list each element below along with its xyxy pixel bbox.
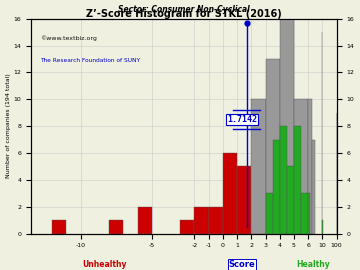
Text: Healthy: Healthy xyxy=(296,260,330,269)
Bar xyxy=(237,166,251,234)
Bar xyxy=(209,207,223,234)
Bar xyxy=(266,59,280,234)
Bar xyxy=(223,153,237,234)
Bar xyxy=(138,207,152,234)
Bar xyxy=(280,19,294,234)
Title: Z’-Score Histogram for STKL (2016): Z’-Score Histogram for STKL (2016) xyxy=(86,9,282,19)
Bar xyxy=(308,99,312,234)
Bar xyxy=(180,220,194,234)
Text: Sector: Consumer Non-Cyclical: Sector: Consumer Non-Cyclical xyxy=(118,5,250,14)
Bar xyxy=(109,220,123,234)
Text: Score: Score xyxy=(229,260,255,269)
Bar xyxy=(287,166,294,234)
Bar xyxy=(308,193,310,234)
Bar xyxy=(294,99,308,234)
Bar xyxy=(280,126,287,234)
Text: ©www.textbiz.org: ©www.textbiz.org xyxy=(40,36,97,41)
Bar xyxy=(273,140,280,234)
Y-axis label: Number of companies (194 total): Number of companies (194 total) xyxy=(5,74,10,178)
Bar xyxy=(251,99,266,234)
Bar xyxy=(301,193,308,234)
Bar xyxy=(52,220,67,234)
Bar xyxy=(294,126,301,234)
Text: Unhealthy: Unhealthy xyxy=(82,260,127,269)
Text: The Research Foundation of SUNY: The Research Foundation of SUNY xyxy=(40,58,140,63)
Bar xyxy=(194,207,209,234)
Bar xyxy=(266,193,273,234)
Text: 1.7142: 1.7142 xyxy=(227,115,257,124)
Bar xyxy=(312,140,315,234)
